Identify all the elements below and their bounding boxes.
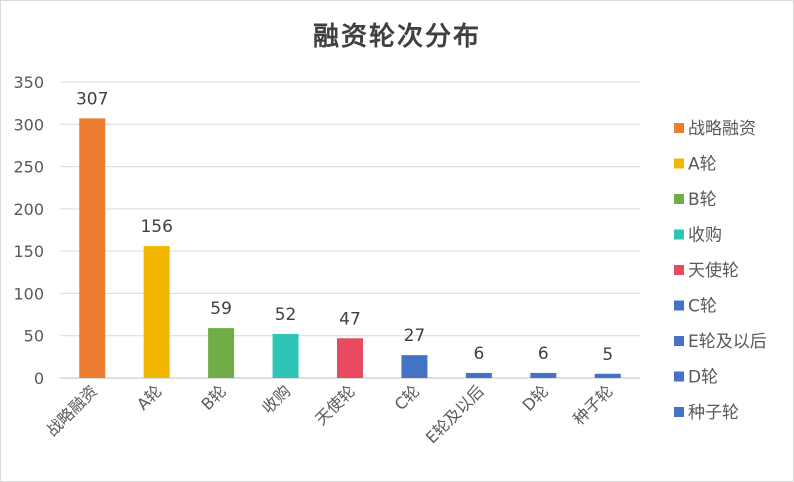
legend-swatch xyxy=(674,123,684,133)
bars xyxy=(79,118,621,378)
x-tick-label: C轮 xyxy=(391,381,424,414)
y-tick-label: 200 xyxy=(13,200,44,219)
data-label: 47 xyxy=(339,309,361,329)
legend-label: D轮 xyxy=(688,368,718,388)
bar xyxy=(465,372,492,378)
x-tick-label: B轮 xyxy=(197,381,230,414)
y-tick-label: 350 xyxy=(13,73,44,92)
legend-label: B轮 xyxy=(688,190,717,210)
chart-title: 融资轮次分布 xyxy=(312,22,481,52)
legend-swatch xyxy=(674,229,684,240)
legend-swatch xyxy=(674,371,684,382)
legend-swatch xyxy=(674,265,684,275)
x-tick-label: E轮及以后 xyxy=(422,381,488,447)
y-tick-label: 50 xyxy=(24,327,44,346)
data-label: 52 xyxy=(275,305,297,325)
x-tick-label: D轮 xyxy=(519,381,552,414)
legend-swatch xyxy=(674,300,684,311)
bar xyxy=(401,355,428,378)
x-tick-label: 战略融资 xyxy=(42,381,101,440)
legend-label: E轮及以后 xyxy=(688,332,767,352)
data-label: 5 xyxy=(602,345,613,365)
data-label: 59 xyxy=(210,299,232,319)
legend-label: 天使轮 xyxy=(688,260,739,281)
bar xyxy=(143,246,170,378)
legend-label: C轮 xyxy=(688,297,717,317)
data-label: 307 xyxy=(76,89,108,109)
x-tick-label: 收购 xyxy=(258,381,294,417)
data-label: 156 xyxy=(140,217,172,237)
bar xyxy=(594,373,621,378)
y-axis: 0 50 100 150 200 250 300 350 xyxy=(13,73,44,388)
x-tick-label: 种子轮 xyxy=(569,381,616,428)
legend-label: 种子轮 xyxy=(688,403,739,423)
legend-swatch xyxy=(674,336,684,346)
bar xyxy=(530,372,557,378)
legend-swatch xyxy=(674,158,684,169)
legend-label: 战略融资 xyxy=(688,119,756,139)
y-tick-label: 150 xyxy=(13,242,44,261)
legend-label: A轮 xyxy=(688,155,717,175)
legend-swatch xyxy=(674,407,684,417)
data-labels: 307 156 59 52 47 27 6 6 5 xyxy=(76,89,613,364)
y-tick-label: 250 xyxy=(13,158,44,177)
bar xyxy=(79,118,106,378)
x-tick-label: A轮 xyxy=(133,381,165,413)
legend-swatch xyxy=(674,194,684,204)
legend-label: 收购 xyxy=(688,226,722,246)
y-tick-label: 100 xyxy=(13,284,44,303)
bar xyxy=(272,334,299,378)
data-label: 6 xyxy=(538,344,549,364)
y-tick-label: 0 xyxy=(34,369,44,388)
y-tick-label: 300 xyxy=(13,115,44,134)
bar xyxy=(208,328,235,378)
data-label: 6 xyxy=(473,344,484,364)
bar xyxy=(337,338,363,378)
data-label: 27 xyxy=(404,326,426,346)
x-tick-label: 天使轮 xyxy=(311,381,358,428)
